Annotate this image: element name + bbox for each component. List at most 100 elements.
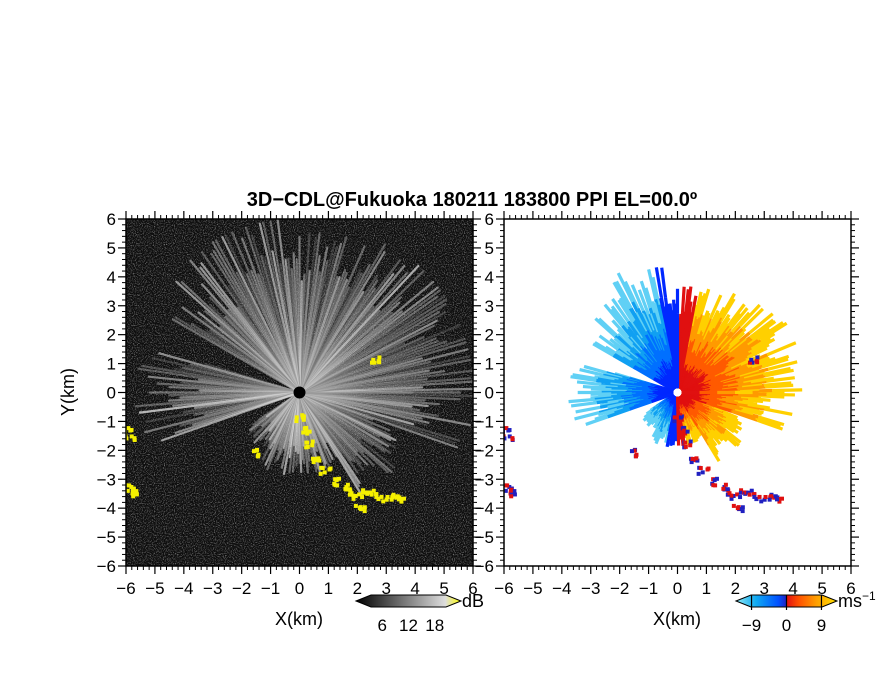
reflectivity-xlabel: X(km) bbox=[275, 609, 323, 629]
reflectivity-ray bbox=[302, 340, 448, 393]
reflectivity-ray bbox=[181, 306, 298, 392]
refl-xtick-label: −3 bbox=[203, 579, 222, 598]
velocity-echo-cell bbox=[683, 440, 688, 445]
velocity-echo-cell bbox=[763, 494, 768, 499]
vel-xtick-label: −5 bbox=[523, 579, 542, 598]
velocity-ray-segment bbox=[691, 429, 699, 443]
reflectivity-ray bbox=[299, 255, 321, 390]
reflectivity-ray bbox=[300, 287, 376, 391]
vel-ytick-label: −2 bbox=[475, 441, 494, 460]
velocity-xlabel: X(km) bbox=[653, 609, 701, 629]
velocity-echo-cell bbox=[682, 428, 687, 433]
reflectivity-ray bbox=[302, 340, 439, 393]
reflectivity-ray bbox=[182, 392, 297, 414]
reflectivity-echo-cell bbox=[134, 492, 139, 497]
velocity-ray-segment bbox=[767, 360, 798, 371]
vel-ytick-label: −1 bbox=[475, 412, 494, 431]
reflectivity-echo-cell bbox=[374, 494, 379, 499]
velocity-ray-segment bbox=[750, 320, 777, 340]
refl-ytick-label: 3 bbox=[107, 297, 116, 316]
reflectivity-echo-cell bbox=[320, 466, 325, 471]
reflectivity-echo-cell bbox=[131, 494, 136, 499]
velocity-ray-segment bbox=[637, 289, 650, 315]
velocity-ray-segment bbox=[594, 341, 616, 356]
velocity-ray-segment bbox=[763, 381, 792, 387]
velocity-echo-cell bbox=[780, 496, 785, 501]
velocity-echo-cell bbox=[499, 429, 503, 433]
reflectivity-ray bbox=[260, 254, 300, 390]
reflectivity-ray bbox=[302, 369, 430, 393]
velocity-ray-segment bbox=[572, 373, 599, 381]
velocity-echo-cell bbox=[777, 497, 782, 502]
velocity-ray-segment bbox=[647, 269, 658, 300]
velocity-ray-segment bbox=[610, 305, 630, 328]
reflectivity-ray bbox=[241, 237, 300, 390]
reflectivity-ray bbox=[299, 240, 337, 390]
velocity-ray-segment bbox=[722, 412, 739, 423]
reflectivity-echo-cell bbox=[371, 488, 376, 493]
reflectivity-ray bbox=[302, 298, 448, 392]
velocity-ray-segment bbox=[756, 418, 784, 431]
reflectivity-ray bbox=[302, 391, 473, 398]
velocity-ray-segment bbox=[575, 405, 601, 414]
reflectivity-echo-cell bbox=[360, 490, 365, 495]
reflectivity-echo-cell bbox=[129, 484, 134, 489]
velocity-echo-cell bbox=[749, 488, 754, 493]
reflectivity-ray bbox=[299, 242, 343, 390]
velocity-echo-cell bbox=[729, 496, 734, 501]
reflectivity-ray bbox=[301, 394, 362, 440]
reflectivity-ray bbox=[212, 249, 299, 390]
reflectivity-ray bbox=[301, 301, 401, 391]
velocity-ray-segment bbox=[765, 368, 794, 378]
reflectivity-ray bbox=[266, 395, 299, 471]
reflectivity-echo-cell bbox=[357, 506, 362, 511]
velocity-ray-segment bbox=[729, 307, 749, 330]
vel-ytick-label: 2 bbox=[485, 326, 494, 345]
velocity-ray-segment bbox=[689, 295, 698, 320]
refl-ytick-label: 6 bbox=[107, 210, 116, 229]
velocity-ray-segment bbox=[727, 303, 746, 327]
reflectivity-ray bbox=[190, 323, 297, 392]
velocity-echo-cell bbox=[727, 491, 732, 496]
reflectivity-echo-cell bbox=[251, 449, 256, 454]
velocity-echo-cell bbox=[695, 458, 700, 463]
velocity-ray-segment bbox=[696, 293, 707, 318]
refl-xtick-label: −2 bbox=[232, 579, 251, 598]
velocity-ray-segment bbox=[691, 427, 700, 440]
reflectivity-ray bbox=[302, 319, 438, 392]
vel-xtick-label: −6 bbox=[494, 579, 513, 598]
velocity-ray-segment bbox=[579, 367, 604, 377]
velocity-ray-segment bbox=[603, 303, 624, 327]
reflectivity-echo-cell bbox=[311, 460, 316, 465]
velocity-ray-segment bbox=[719, 292, 736, 319]
velocity-echo bbox=[499, 355, 785, 514]
velocity-echo-cell bbox=[508, 488, 513, 493]
velocity-ray-segment bbox=[755, 416, 782, 428]
reflectivity-echo-cell bbox=[374, 492, 379, 497]
refl-xtick-label: 3 bbox=[382, 579, 391, 598]
reflectivity-ray bbox=[302, 392, 459, 449]
velocity-echo-cell bbox=[672, 419, 677, 424]
velocity-colorbar-tick-label: 9 bbox=[817, 616, 826, 635]
reflectivity-ray bbox=[278, 395, 300, 445]
reflectivity-ray bbox=[145, 392, 297, 423]
reflectivity-echo-cell bbox=[381, 499, 386, 504]
reflectivity-echo-cell bbox=[305, 440, 310, 445]
velocity-ray-segment bbox=[570, 375, 597, 383]
refl-ytick-label: 5 bbox=[107, 239, 116, 258]
velocity-ray-segment bbox=[693, 291, 703, 317]
reflectivity-echo-cell bbox=[368, 490, 373, 495]
reflectivity-echo-cell bbox=[390, 494, 395, 499]
velocity-echo-cell bbox=[672, 415, 677, 420]
velocity-echo-cell bbox=[767, 497, 772, 502]
reflectivity-echo-cell bbox=[301, 417, 306, 422]
reflectivity-echo-cell bbox=[399, 499, 404, 504]
velocity-echo-cell bbox=[740, 509, 745, 514]
velocity-echo-cell bbox=[685, 429, 690, 434]
velocity-echo-cell bbox=[507, 428, 512, 433]
reflectivity-echo-cell bbox=[379, 494, 384, 499]
velocity-echo-cell bbox=[762, 497, 767, 502]
velocity-ray-segment bbox=[764, 407, 793, 416]
refl-ytick-label: 2 bbox=[107, 326, 116, 345]
